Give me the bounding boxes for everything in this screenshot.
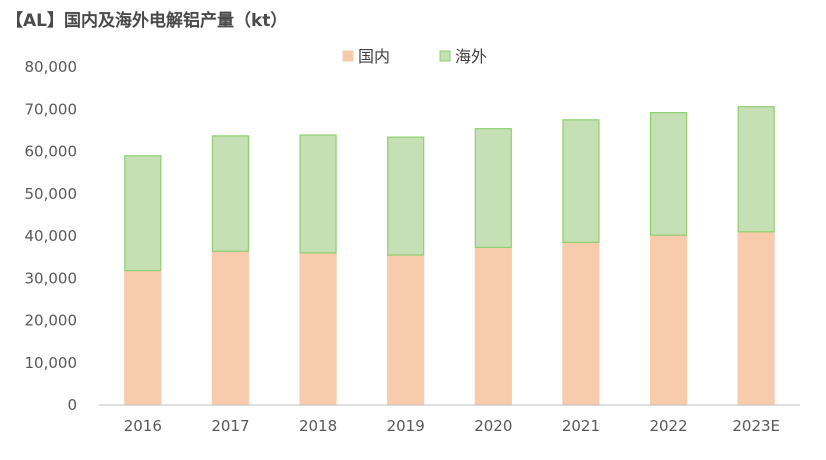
legend-swatch-overseas (439, 50, 451, 62)
y-tick-label: 0 (67, 396, 77, 414)
x-tick-label: 2022 (649, 417, 687, 435)
x-axis: 2016 2017 2018 2019 2020 2021 2022 2023E (124, 417, 780, 435)
bars (124, 106, 775, 406)
x-tick-label: 2017 (211, 417, 249, 435)
x-tick-label: 2021 (562, 417, 600, 435)
x-tick-label: 2023E (732, 417, 780, 435)
y-tick-label: 20,000 (25, 312, 78, 330)
bar-overseas-2018 (299, 134, 337, 254)
x-tick-label: 2018 (299, 417, 337, 435)
bar-domestic-2020 (474, 246, 512, 406)
bar-overseas-2019 (387, 136, 425, 256)
y-tick-label: 60,000 (25, 143, 78, 161)
bar-overseas-2022 (649, 112, 688, 236)
bar-domestic-2023E (737, 231, 775, 406)
legend-label-overseas: 海外 (455, 47, 487, 66)
legend: 国内 海外 (342, 47, 487, 66)
bar-domestic-2017 (211, 250, 250, 406)
bar-overseas-2020 (474, 128, 512, 249)
y-tick-label: 30,000 (25, 269, 78, 287)
bar-domestic-2018 (299, 252, 337, 406)
chart-title: 【AL】国内及海外电解铝产量（kt） (6, 11, 288, 31)
bar-overseas-2021 (562, 119, 600, 243)
bar-domestic-2021 (562, 241, 600, 406)
y-tick-label: 50,000 (25, 185, 78, 203)
bar-domestic-2016 (124, 270, 162, 406)
x-tick-label: 2020 (474, 417, 512, 435)
legend-swatch-domestic (342, 50, 354, 62)
bar-overseas-2023E (737, 106, 775, 233)
y-tick-label: 10,000 (25, 354, 78, 372)
x-tick-label: 2019 (387, 417, 425, 435)
y-tick-label: 40,000 (25, 227, 78, 245)
y-tick-label: 70,000 (25, 100, 78, 118)
bar-domestic-2019 (387, 254, 425, 406)
x-tick-label: 2016 (124, 417, 162, 435)
bar-domestic-2022 (649, 234, 688, 406)
legend-label-domestic: 国内 (358, 47, 390, 66)
bar-overseas-2016 (124, 155, 162, 272)
y-axis: 0 10,000 20,000 30,000 40,000 50,000 60,000 70,… (25, 58, 78, 414)
bar-overseas-2017 (211, 135, 250, 252)
y-tick-label: 80,000 (25, 58, 78, 76)
